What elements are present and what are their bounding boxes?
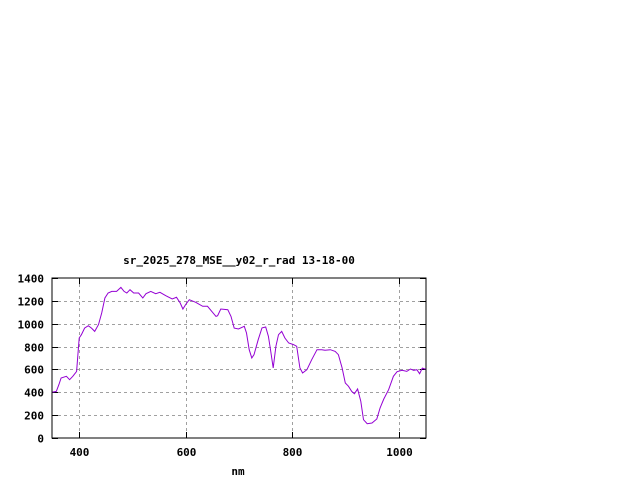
x-tick-label: 800 — [283, 446, 303, 459]
y-tick-label: 800 — [24, 342, 44, 355]
y-tick-label: 1200 — [18, 296, 45, 309]
y-tick-label: 1000 — [18, 319, 45, 332]
y-tick-label: 400 — [24, 387, 44, 400]
y-tick-label: 1400 — [18, 273, 45, 286]
ticks: 400 600 800 1000 0 200 400 600 800 1000 1200 1400 — [18, 273, 426, 459]
y-tick-label: 200 — [24, 410, 44, 423]
y-tick-label: 600 — [24, 364, 44, 377]
chart-title: sr_2025_278_MSE__y02_r_rad 13-18-00 — [123, 254, 355, 267]
series-line — [51, 286, 427, 425]
y-tick-label: 0 — [37, 433, 44, 446]
series — [51, 286, 427, 425]
x-axis-label: nm — [231, 465, 245, 478]
x-tick-label: 600 — [177, 446, 197, 459]
plot-frame — [51, 277, 427, 439]
x-tick-label: 1000 — [386, 446, 413, 459]
grid — [52, 278, 426, 438]
x-tick-label: 400 — [70, 446, 90, 459]
